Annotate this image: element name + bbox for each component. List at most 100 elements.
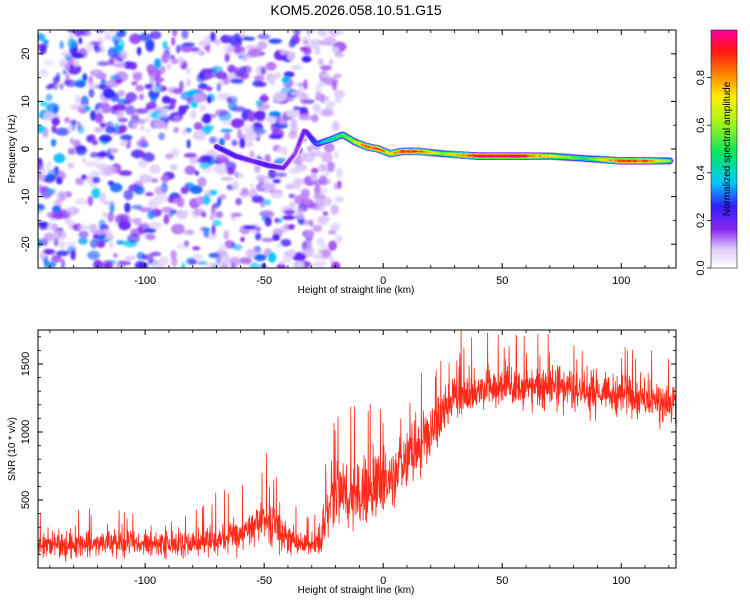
- noise-blob: [303, 40, 309, 45]
- noise-blob: [331, 261, 341, 268]
- noise-blob: [177, 55, 184, 66]
- noise-blob: [275, 172, 287, 178]
- colorbar-swatch: [711, 31, 737, 35]
- colorbar-swatch: [711, 113, 737, 116]
- noise-blob: [337, 180, 342, 190]
- noise-blob: [89, 41, 102, 46]
- noise-blob: [243, 225, 257, 230]
- noise-blob: [107, 211, 115, 223]
- noise-blob: [182, 212, 187, 220]
- noise-blob: [212, 202, 220, 209]
- noise-blob: [184, 240, 189, 247]
- colorbar-swatch: [711, 258, 737, 261]
- colorbar-swatch: [711, 71, 737, 75]
- noise-blob: [56, 176, 63, 185]
- colorbar-swatch: [711, 204, 737, 208]
- colorbar-swatch: [711, 107, 737, 110]
- noise-blob: [245, 248, 257, 258]
- noise-blob: [224, 54, 230, 63]
- noise-blob: [263, 199, 272, 206]
- colorbar-swatch: [711, 236, 737, 239]
- noise-blob: [332, 80, 337, 91]
- snr-plot-area: [38, 330, 676, 568]
- noise-blob: [118, 170, 133, 176]
- noise-blob: [276, 243, 283, 249]
- noise-blob: [75, 145, 86, 152]
- colorbar-swatch: [711, 224, 737, 227]
- noise-blob: [190, 109, 197, 120]
- noise-blob: [170, 249, 177, 260]
- noise-blob: [93, 259, 103, 268]
- noise-blob: [239, 257, 253, 265]
- noise-blob: [333, 233, 340, 244]
- noise-blob: [131, 204, 143, 210]
- colorbar-swatch: [711, 150, 737, 154]
- noise-blob: [131, 81, 138, 86]
- noise-blob: [99, 102, 110, 110]
- noise-blob: [153, 77, 165, 83]
- noise-blob: [229, 256, 240, 268]
- noise-blob: [99, 122, 106, 128]
- noise-blob: [295, 180, 301, 191]
- noise-blob: [287, 248, 296, 258]
- colorbar-swatch: [711, 37, 737, 41]
- noise-blob: [312, 253, 321, 260]
- noise-blob: [138, 93, 145, 101]
- noise-blob: [141, 222, 150, 230]
- noise-blob: [45, 188, 57, 194]
- colorbar-swatch: [711, 109, 737, 112]
- colorbar-swatch: [711, 250, 737, 253]
- noise-blob: [211, 224, 216, 236]
- noise-blob: [316, 237, 325, 246]
- noise-blob: [124, 202, 131, 213]
- colorbar-swatch: [711, 208, 737, 212]
- colorbar-swatch: [711, 30, 737, 33]
- noise-blob: [116, 57, 124, 63]
- noise-blob: [186, 139, 191, 149]
- noise-blob: [268, 168, 277, 179]
- noise-blob: [60, 258, 66, 268]
- noise-blob: [38, 221, 49, 227]
- x-tick-label: -100: [134, 575, 156, 587]
- noise-blob: [165, 153, 174, 160]
- noise-blob: [251, 195, 264, 203]
- noise-blob: [307, 240, 312, 251]
- noise-blob: [286, 109, 300, 118]
- noise-blob: [59, 40, 64, 50]
- noise-blob: [297, 106, 308, 112]
- noise-blob: [145, 192, 154, 197]
- noise-blob: [181, 30, 189, 39]
- noise-blob: [38, 43, 49, 49]
- noise-blob: [150, 178, 159, 183]
- noise-blob: [53, 237, 59, 247]
- noise-blob: [145, 128, 151, 134]
- noise-blob: [274, 217, 280, 223]
- colorbar-tick-label: 0.2: [695, 213, 707, 228]
- noise-blob: [301, 55, 312, 63]
- noise-blob: [134, 108, 149, 114]
- noise-blob: [178, 80, 184, 92]
- noise-blob: [260, 66, 267, 75]
- colorbar-swatch: [711, 59, 737, 63]
- noise-blob: [142, 254, 148, 260]
- noise-blob: [94, 44, 101, 53]
- noise-blob: [200, 40, 210, 47]
- noise-blob: [193, 93, 206, 103]
- noise-blob: [336, 167, 343, 179]
- noise-blob: [256, 81, 267, 87]
- colorbar-swatch: [711, 111, 737, 114]
- colorbar-swatch: [711, 174, 737, 178]
- colorbar-swatch: [711, 97, 737, 101]
- noise-blob: [155, 84, 162, 93]
- noise-blob: [91, 187, 101, 199]
- x-tick-label: -50: [256, 575, 272, 587]
- noise-blob: [174, 197, 185, 203]
- noise-blob: [64, 241, 77, 246]
- colorbar-swatch: [711, 33, 737, 37]
- colorbar-swatch: [711, 176, 737, 180]
- noise-blob: [312, 104, 321, 110]
- noise-blob: [230, 79, 244, 85]
- colorbar-swatch: [711, 212, 737, 216]
- noise-blob: [167, 196, 175, 203]
